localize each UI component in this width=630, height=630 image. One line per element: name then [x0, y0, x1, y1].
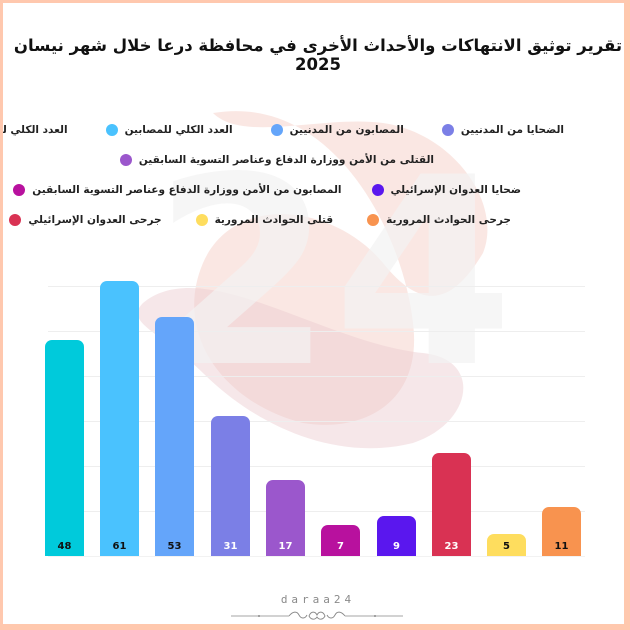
bar-value-label: 48: [57, 541, 72, 552]
bar-value-label: 61: [112, 541, 127, 552]
bar-israeli-aggression-injured: 23: [432, 453, 471, 556]
bar-value-label: 53: [167, 541, 182, 552]
brand-logo-text: daraa24: [280, 593, 356, 606]
legend-label: القتلى من الأمن ووزارة الدفاع وعناصر الت…: [138, 154, 434, 166]
bar-value-label: 23: [444, 541, 459, 552]
legend-label: قتلى الحوادث المرورية: [214, 214, 334, 226]
bar-value-label: 31: [223, 541, 238, 552]
legend-label: العدد الكلي للمصابين: [124, 124, 233, 136]
legend-item-traffic-killed: قتلى الحوادث المرورية: [195, 214, 334, 226]
legend-label: ضحايا العدوان الإسرائيلي: [390, 184, 522, 196]
gridline-20: [48, 466, 585, 467]
gridline-40: [48, 376, 585, 377]
legend-dot-icon: [9, 214, 22, 226]
bar-traffic-killed: 5: [487, 534, 526, 556]
legend-label: جرحى الحوادث المرورية: [386, 214, 511, 226]
legend-label: الضحايا من المدنيين: [460, 124, 564, 136]
gridline-60: [48, 286, 585, 287]
bar-total-injured: 61: [100, 281, 139, 556]
legend-item-civilian-injured: المصابون من المدنيين: [270, 124, 404, 136]
bar-value-label: 17: [278, 541, 293, 552]
legend-item-civilian-victims: الضحايا من المدنيين: [441, 124, 564, 136]
legend-item-israeli-aggression-injured: جرحى العدوان الإسرائيلي: [9, 214, 162, 226]
gridline-30: [48, 421, 585, 422]
bar-civilian-victims: 31: [211, 416, 250, 556]
legend-dot-icon: [119, 154, 132, 166]
legend-dot-icon: [105, 124, 118, 136]
bar-total-killed: 48: [45, 340, 84, 556]
legend-dot-icon: [195, 214, 208, 226]
chart-title: تقرير توثيق الانتهاكات والأحداث الأخرى ف…: [13, 36, 623, 74]
legend-row-2: القتلى من الأمن ووزارة الدفاع وعناصر الت…: [119, 154, 434, 166]
bar-security-killed: 17: [266, 480, 305, 556]
legend-dot-icon: [441, 124, 454, 136]
bar-traffic-injured: 11: [542, 507, 581, 556]
legend-label: جرحى العدوان الإسرائيلي: [28, 214, 162, 226]
legend-dot-icon: [371, 184, 384, 196]
bar-israeli-aggression-victims: 9: [377, 516, 416, 556]
x-axis-baseline: [48, 556, 585, 557]
legend-dot-icon: [13, 184, 26, 196]
bar-security-injured: 7: [321, 525, 360, 556]
gridline-50: [48, 331, 585, 332]
legend-item-total-injured: العدد الكلي للمصابين: [105, 124, 233, 136]
legend-label: المصابون من الأمن ووزارة الدفاع وعناصر ا…: [32, 184, 342, 196]
svg-text:24: 24: [152, 123, 514, 425]
legend-item-total-killed: العدد الكلي للقتلى: [2, 124, 68, 136]
gridline-10: [48, 511, 585, 512]
legend-dot-icon: [367, 214, 380, 226]
bar-civilian-injured: 53: [155, 317, 194, 556]
legend-item-security-killed: القتلى من الأمن ووزارة الدفاع وعناصر الت…: [119, 154, 434, 166]
bar-value-label: 5: [503, 541, 510, 552]
legend-row-4: جرحى الحوادث المرورية قتلى الحوادث المرو…: [9, 214, 511, 226]
bar-value-label: 7: [337, 541, 344, 552]
legend-item-traffic-injured: جرحى الحوادث المرورية: [367, 214, 511, 226]
watermark-24-logo: 24: [137, 111, 514, 449]
legend-item-israeli-aggression-victims: ضحايا العدوان الإسرائيلي: [371, 184, 522, 196]
bar-value-label: 9: [393, 541, 400, 552]
legend-item-security-injured: المصابون من الأمن ووزارة الدفاع وعناصر ا…: [13, 184, 342, 196]
legend-label: العدد الكلي للقتلى: [2, 124, 68, 136]
ornament-divider-icon: [231, 611, 403, 620]
legend-dot-icon: [270, 124, 283, 136]
legend-label: المصابون من المدنيين: [289, 124, 404, 136]
legend-row-1: الضحايا من المدنيين المصابون من المدنيين…: [2, 124, 564, 136]
bar-value-label: 11: [554, 541, 569, 552]
legend-row-3: ضحايا العدوان الإسرائيلي المصابون من الأ…: [13, 184, 521, 196]
